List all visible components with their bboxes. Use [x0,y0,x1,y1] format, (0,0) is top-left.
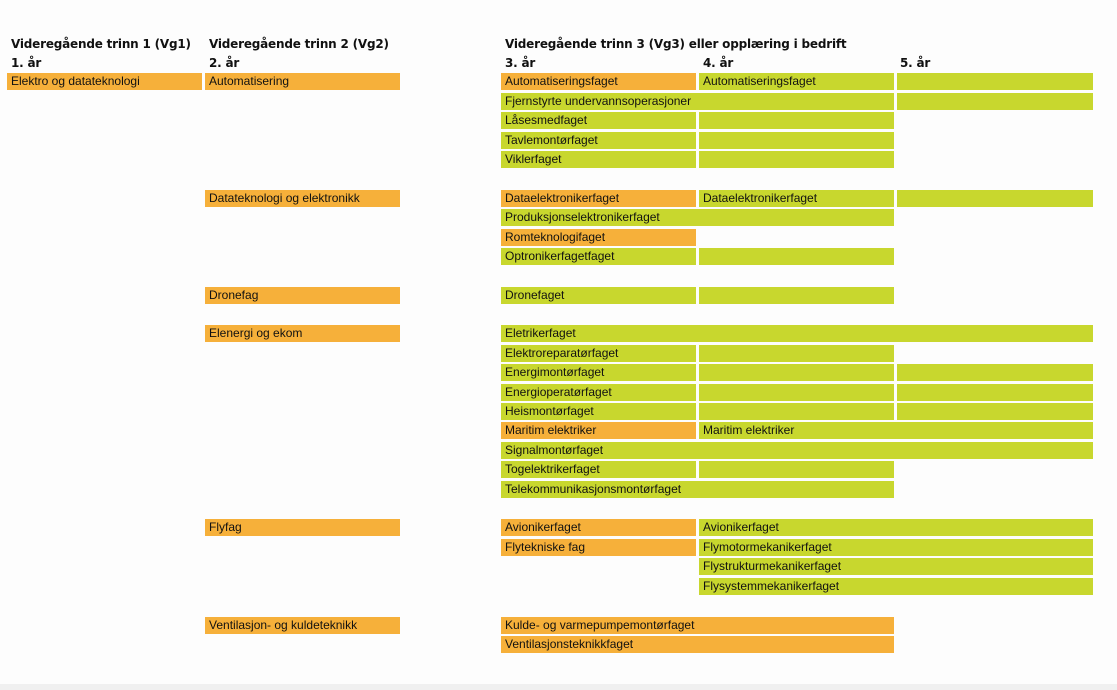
yr4-energioperator [699,384,894,401]
yr5-energimontor [897,364,1093,381]
year-1-label: 1. år [11,56,42,70]
vg3-kulde: Kulde- og varmepumpemontørfaget [501,617,894,634]
yr5-heismontor [897,403,1093,420]
yr4-elektroreparator [699,345,894,362]
vg2-automatisering: Automatisering [205,73,400,90]
vg3-avioniker: Avionikerfaget [501,519,696,536]
vg3-undervann: Fjernstyrte undervannsoperasjoner [501,93,894,110]
vg3-elektroreparator: Elektroreparatørfaget [501,345,696,362]
yr4-avioniker: Avionikerfaget [699,519,1093,536]
yr4-energimontor [699,364,894,381]
yr4-automatiseringsfaget: Automatiseringsfaget [699,73,894,90]
vg1-elektro-datateknologi: Elektro og datateknologi [7,73,202,90]
yr4-flymotor: Flymotormekanikerfaget [699,539,1093,556]
vg3-maritim: Maritim elektriker [501,422,696,439]
header-vg3: Videregående trinn 3 (Vg3) eller opplæri… [505,37,847,51]
header-vg2: Videregående trinn 2 (Vg2) [209,37,389,51]
yr4-maritim: Maritim elektriker [699,422,1093,439]
vg2-flyfag: Flyfag [205,519,400,536]
yr4-vikler [699,151,894,168]
vg2-elenergi: Elenergi og ekom [205,325,400,342]
vg3-togelektriker: Togelektrikerfaget [501,461,696,478]
yr4-flysystem: Flysystemmekanikerfaget [699,578,1093,595]
vg3-eletriker: Eletrikerfaget [501,325,1093,342]
yr4-togelektriker [699,461,894,478]
footer-strip [0,684,1117,690]
yr5-dataelektroniker [897,190,1093,207]
vg3-ventilasjonsteknikk: Ventilasjonsteknikkfaget [501,636,894,653]
vg3-energimontor: Energimontørfaget [501,364,696,381]
year-4-label: 4. år [703,56,734,70]
vg3-dataelektroniker: Dataelektronikerfaget [501,190,696,207]
yr5-automatiseringsfaget [897,73,1093,90]
vg3-tavlemontor: Tavlemontørfaget [501,132,696,149]
vg2-ventilasjon: Ventilasjon- og kuldeteknikk [205,617,400,634]
vg2-datateknologi: Datateknologi og elektronikk [205,190,400,207]
vg3-automatiseringsfaget: Automatiseringsfaget [501,73,696,90]
year-3-label: 3. år [505,56,536,70]
yr4-dronefaget [699,287,894,304]
yr4-optroniker [699,248,894,265]
vg3-heismontor: Heismontørfaget [501,403,696,420]
header-vg1: Videregående trinn 1 (Vg1) [11,37,191,51]
vg3-dronefaget: Dronefaget [501,287,696,304]
yr4-heismontor [699,403,894,420]
vg3-produksjonselektroniker: Produksjonselektronikerfaget [501,209,894,226]
yr4-tavlemontor [699,132,894,149]
year-5-label: 5. år [900,56,931,70]
yr4-flystruktur: Flystrukturmekanikerfaget [699,558,1093,575]
year-2-label: 2. år [209,56,240,70]
yr4-lasesmed [699,112,894,129]
yr5-energioperator [897,384,1093,401]
vg2-dronefag: Dronefag [205,287,400,304]
vg3-signalmontor: Signalmontørfaget [501,442,1093,459]
vg3-vikler: Viklerfaget [501,151,696,168]
vg3-telekom: Telekommunikasjonsmontørfaget [501,481,894,498]
vg3-energioperator: Energioperatørfaget [501,384,696,401]
vg3-lasesmed: Låsesmedfaget [501,112,696,129]
yr5-undervann [897,93,1093,110]
vg3-romteknologi: Romteknologifaget [501,229,696,246]
vg3-optroniker: Optronikerfagetfaget [501,248,696,265]
vg3-flytekniske: Flytekniske fag [501,539,696,556]
yr4-dataelektroniker: Dataelektronikerfaget [699,190,894,207]
